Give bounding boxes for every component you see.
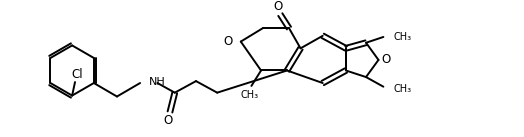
Text: NH: NH (149, 77, 166, 87)
Text: O: O (381, 53, 391, 66)
Text: O: O (163, 114, 173, 127)
Text: Cl: Cl (71, 68, 83, 81)
Text: CH₃: CH₃ (393, 84, 411, 94)
Text: O: O (224, 35, 233, 48)
Text: CH₃: CH₃ (393, 32, 411, 42)
Text: O: O (274, 0, 283, 13)
Text: CH₃: CH₃ (241, 90, 258, 100)
